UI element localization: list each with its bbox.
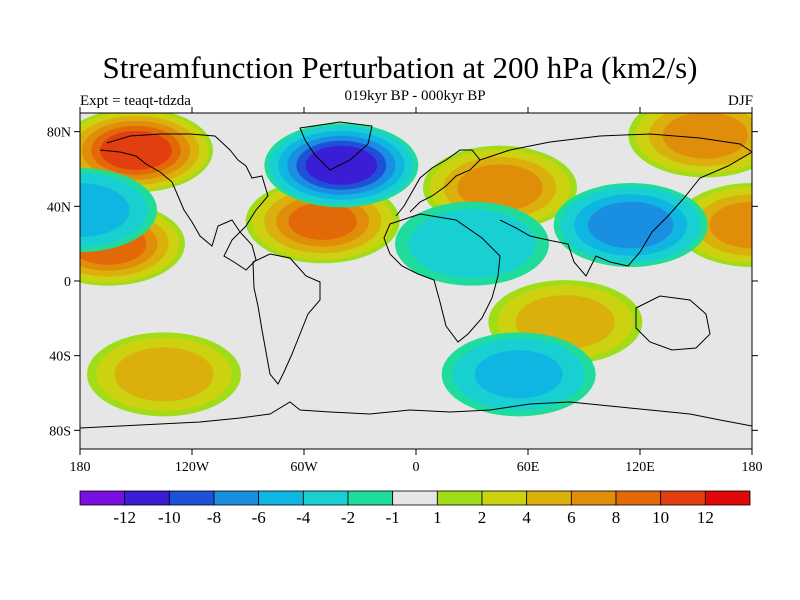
lon-label: 60W — [290, 460, 318, 475]
coastlines — [80, 121, 752, 429]
map-subtitle: 019kyr BP - 000kyr BP — [344, 88, 486, 104]
coast-antarctica — [80, 401, 752, 429]
lon-label: 60E — [517, 460, 540, 475]
field-feature — [87, 332, 241, 417]
colorbar-label: 1 — [433, 508, 442, 527]
colorbar-swatch — [704, 490, 751, 506]
colorbar-label: -4 — [296, 508, 311, 527]
field-layer — [80, 113, 752, 449]
colorbar-swatch — [258, 490, 304, 506]
colorbar-swatch — [79, 490, 126, 506]
contour-band — [114, 347, 214, 402]
field-feature — [441, 332, 596, 417]
contour-band — [408, 209, 536, 279]
colorbar-label: -8 — [207, 508, 221, 527]
lat-label: 40S — [49, 350, 71, 365]
contour-band — [709, 201, 752, 249]
axis-layer: 80N 40N 0 40S 80S 180 120W 60W 0 60E 120E 180 — [47, 107, 763, 475]
coast-asia — [479, 133, 752, 277]
field-feature — [553, 183, 708, 267]
colorbar-swatch — [124, 490, 170, 506]
contour-band — [288, 202, 357, 240]
field-feature — [80, 113, 213, 193]
lon-label: 120E — [625, 460, 655, 475]
contour-band — [588, 201, 674, 249]
colorbar-label: 10 — [652, 508, 669, 527]
colorbar-label: 2 — [478, 508, 487, 527]
contour-band — [474, 350, 563, 399]
field-feature — [80, 168, 157, 253]
colorbar-label: 6 — [567, 508, 576, 527]
colorbar-swatch — [570, 490, 617, 506]
colorbar-label: -10 — [158, 508, 181, 527]
colorbar-label: -1 — [386, 508, 400, 527]
colorbar-swatch — [481, 490, 528, 506]
colorbar-swatch — [392, 490, 438, 506]
colorbar-label: -2 — [341, 508, 355, 527]
contour-band — [662, 113, 748, 159]
coast-north-america — [99, 133, 269, 271]
lat-label: 80N — [47, 126, 71, 141]
coast-greenland — [299, 121, 373, 171]
coast-europe — [395, 149, 481, 217]
field-feature — [628, 113, 752, 178]
contour-band — [80, 183, 130, 238]
colorbar-swatch — [347, 490, 394, 506]
colorbar-label: 4 — [522, 508, 531, 527]
contour-band — [305, 145, 378, 185]
lon-label: 180 — [742, 460, 763, 475]
map-title: Streamfunction Perturbation at 200 hPa (… — [102, 50, 698, 85]
lon-label: 120W — [175, 460, 210, 475]
lat-label: 40N — [47, 200, 71, 215]
field-feature — [264, 123, 419, 208]
colorbar-label: 12 — [697, 508, 714, 527]
colorbar-label: -6 — [252, 508, 266, 527]
colorbar-swatch — [526, 490, 572, 506]
colorbar-swatch — [615, 490, 662, 506]
field-feature — [395, 201, 549, 286]
colorbar-swatch — [436, 490, 483, 506]
colorbar-swatch — [302, 490, 349, 506]
colorbar-label: -12 — [113, 508, 136, 527]
lat-label: 80S — [49, 424, 71, 439]
lon-label: 0 — [413, 460, 420, 475]
lon-label: 180 — [70, 460, 91, 475]
coast-south-america — [252, 253, 321, 385]
season-label: DJF — [727, 93, 753, 109]
contour-band — [457, 164, 543, 211]
colorbar: -12 -10 -8 -6 -4 -2 -1 1 2 4 6 8 10 12 — [79, 490, 751, 527]
colorbar-swatch — [168, 490, 215, 506]
coast-africa — [383, 213, 501, 343]
experiment-label: Expt = teaqt-tdzda — [80, 93, 191, 109]
colorbar-swatch — [660, 490, 706, 506]
colorbar-swatch — [213, 490, 260, 506]
colorbar-label: 8 — [612, 508, 621, 527]
lat-label: 0 — [64, 275, 71, 290]
coast-australia — [635, 295, 711, 351]
contour-band — [100, 130, 172, 170]
